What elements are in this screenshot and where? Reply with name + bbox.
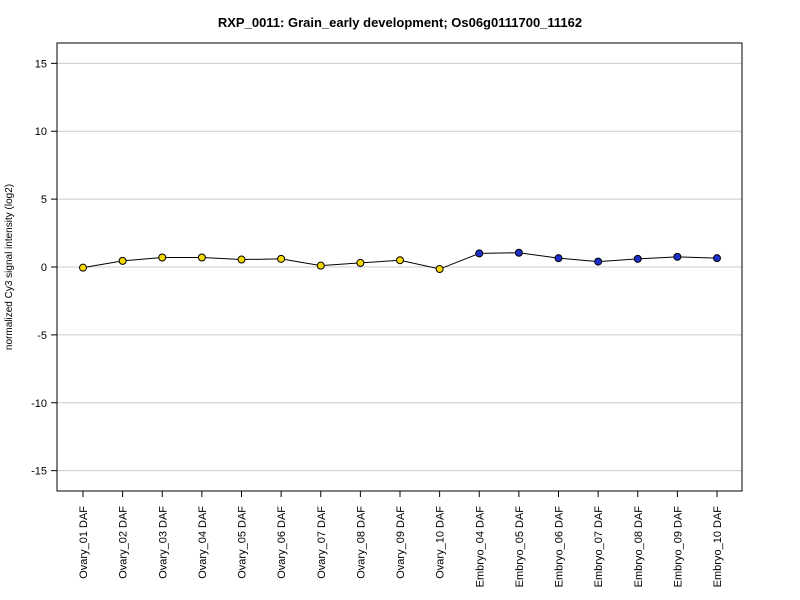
y-tick-label: -5 (37, 330, 47, 342)
data-point (316, 261, 325, 270)
y-tick-label: -15 (31, 466, 47, 478)
x-tick-label: Ovary_02 DAF (118, 506, 130, 579)
x-tick-label: Ovary_04 DAF (197, 506, 209, 579)
y-tick-label: 10 (35, 126, 47, 138)
y-tick-label: 0 (41, 262, 47, 274)
series (79, 248, 721, 274)
data-point (118, 256, 127, 265)
data-point (713, 254, 721, 263)
x-tick-label: Ovary_07 DAF (316, 506, 328, 579)
x-tick-label: Embryo_08 DAF (633, 506, 645, 588)
x-tick-label: Ovary_08 DAF (355, 506, 367, 579)
data-point (633, 254, 642, 263)
data-point (435, 265, 444, 274)
x-axis: Ovary_01 DAF Ovary_02 DAF Ovary_03 DAF Ovar… (78, 491, 724, 587)
x-tick-label: Embryo_05 DAF (514, 506, 526, 588)
x-tick-label: Ovary_01 DAF (78, 506, 90, 579)
y-axis-label: normalized Cy3 signal intensity (log2) (4, 184, 15, 350)
y-tick-label: 15 (35, 58, 47, 70)
data-point (475, 249, 484, 258)
x-tick-label: Embryo_07 DAF (593, 506, 605, 588)
y-axis: 15 10 5 0 -5 -10 -15 (31, 58, 57, 478)
y-tick-label: 5 (41, 194, 47, 206)
data-point (673, 252, 682, 261)
data-point (356, 258, 365, 267)
data-point (237, 255, 246, 264)
chart-title: RXP_0011: Grain_early development; Os06g… (218, 15, 582, 30)
x-tick-label: Embryo_10 DAF (712, 506, 724, 588)
data-point (514, 248, 523, 257)
x-tick-label: Ovary_09 DAF (395, 506, 407, 579)
data-point (277, 254, 286, 263)
x-tick-label: Embryo_04 DAF (474, 506, 486, 588)
grid-lines (57, 62, 742, 472)
data-point (158, 253, 167, 262)
x-tick-label: Embryo_06 DAF (554, 506, 566, 588)
x-tick-label: Embryo_09 DAF (672, 506, 684, 588)
data-point (79, 263, 87, 272)
x-tick-label: Ovary_05 DAF (237, 506, 249, 579)
x-tick-label: Ovary_03 DAF (157, 506, 169, 579)
x-tick-label: Ovary_06 DAF (276, 506, 288, 579)
data-point (396, 256, 404, 265)
x-tick-label: Ovary_10 DAF (435, 506, 447, 579)
data-point (554, 254, 563, 263)
data-point (594, 257, 603, 266)
data-point (197, 253, 206, 262)
y-tick-label: -10 (31, 398, 47, 410)
